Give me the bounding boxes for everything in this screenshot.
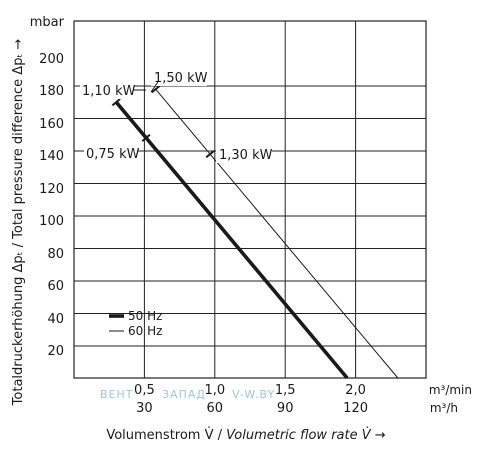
motor-marker-1-50kw [151,85,161,94]
x-unit-m3min: m³/min [429,383,472,397]
y-tick-label: 60 [47,279,64,294]
legend-label-50hz: 50 Hz [128,309,162,323]
x-tick-label-m3min: 2,0 [345,383,366,398]
grid [73,20,427,379]
watermark: ВЕНТ ЗАПАД V-W.BY [100,388,275,401]
x-tick-label-m3h: 60 [207,401,224,416]
y-tick-label: 200 [39,52,64,67]
plot-frame [73,20,427,379]
y-axis-label: Totaldruckerhöhung Δpₜ / Total pressure … [11,39,26,407]
y-tick-label: 100 [39,214,64,229]
y-unit-label: mbar [30,15,65,30]
watermark-middle: ЗАПАД [162,388,206,401]
x-tick-label-m3h: 30 [136,401,153,416]
x-tick-label-m3h: 120 [343,401,368,416]
y-tick-label: 160 [39,117,64,132]
y-tick-label: 20 [47,344,64,359]
y-tick-label: 80 [47,247,64,262]
annotation-leader [150,81,159,93]
annotation-bg [216,146,272,163]
x-axis-label: Volumenstrom V̇ / Volumetric flow rate V… [106,428,385,443]
annotation-bg [151,69,207,86]
x-tick-label-m3min: 0,5 [134,383,155,398]
x-tick-label-m3min: 1,0 [204,383,225,398]
annotation-1-50kw: 1,50 kW [154,71,208,86]
x-tick-label-m3h: 90 [277,401,294,416]
watermark-left: ВЕНТ [100,388,134,401]
series-line-60hz [155,88,399,379]
legend: 50 Hz 60 Hz [109,309,162,338]
x-unit-m3h: m³/h [430,401,458,415]
x-tick-label-m3min: 1,5 [275,383,296,398]
y-tick-label: 140 [39,149,64,164]
series-layer [111,85,399,380]
legend-label-60hz: 60 Hz [128,324,162,338]
annotation-1-30kw: 1,30 kW [219,148,273,163]
annotation-bg [84,145,138,162]
watermark-right: V-W.BY [232,388,275,401]
motor-marker-0-75kw [141,133,151,142]
series-line-50hz [114,101,349,380]
y-tick-label: 180 [39,84,64,99]
annotation-0-75kw: 0,75 kW [86,147,140,162]
motor-marker-1-30kw [205,150,215,159]
y-tick-label: 120 [39,182,64,197]
motor-marker-1-10kw [111,98,121,107]
x-axis-label-en: Volumetric flow rate V̇ → [226,428,386,443]
annotation-1-10kw: 1,10 kW [82,84,136,99]
annotation-bg [80,82,134,99]
x-axis-label-de: Volumenstrom V̇ / [106,428,226,443]
y-tick-label: 40 [47,312,64,327]
